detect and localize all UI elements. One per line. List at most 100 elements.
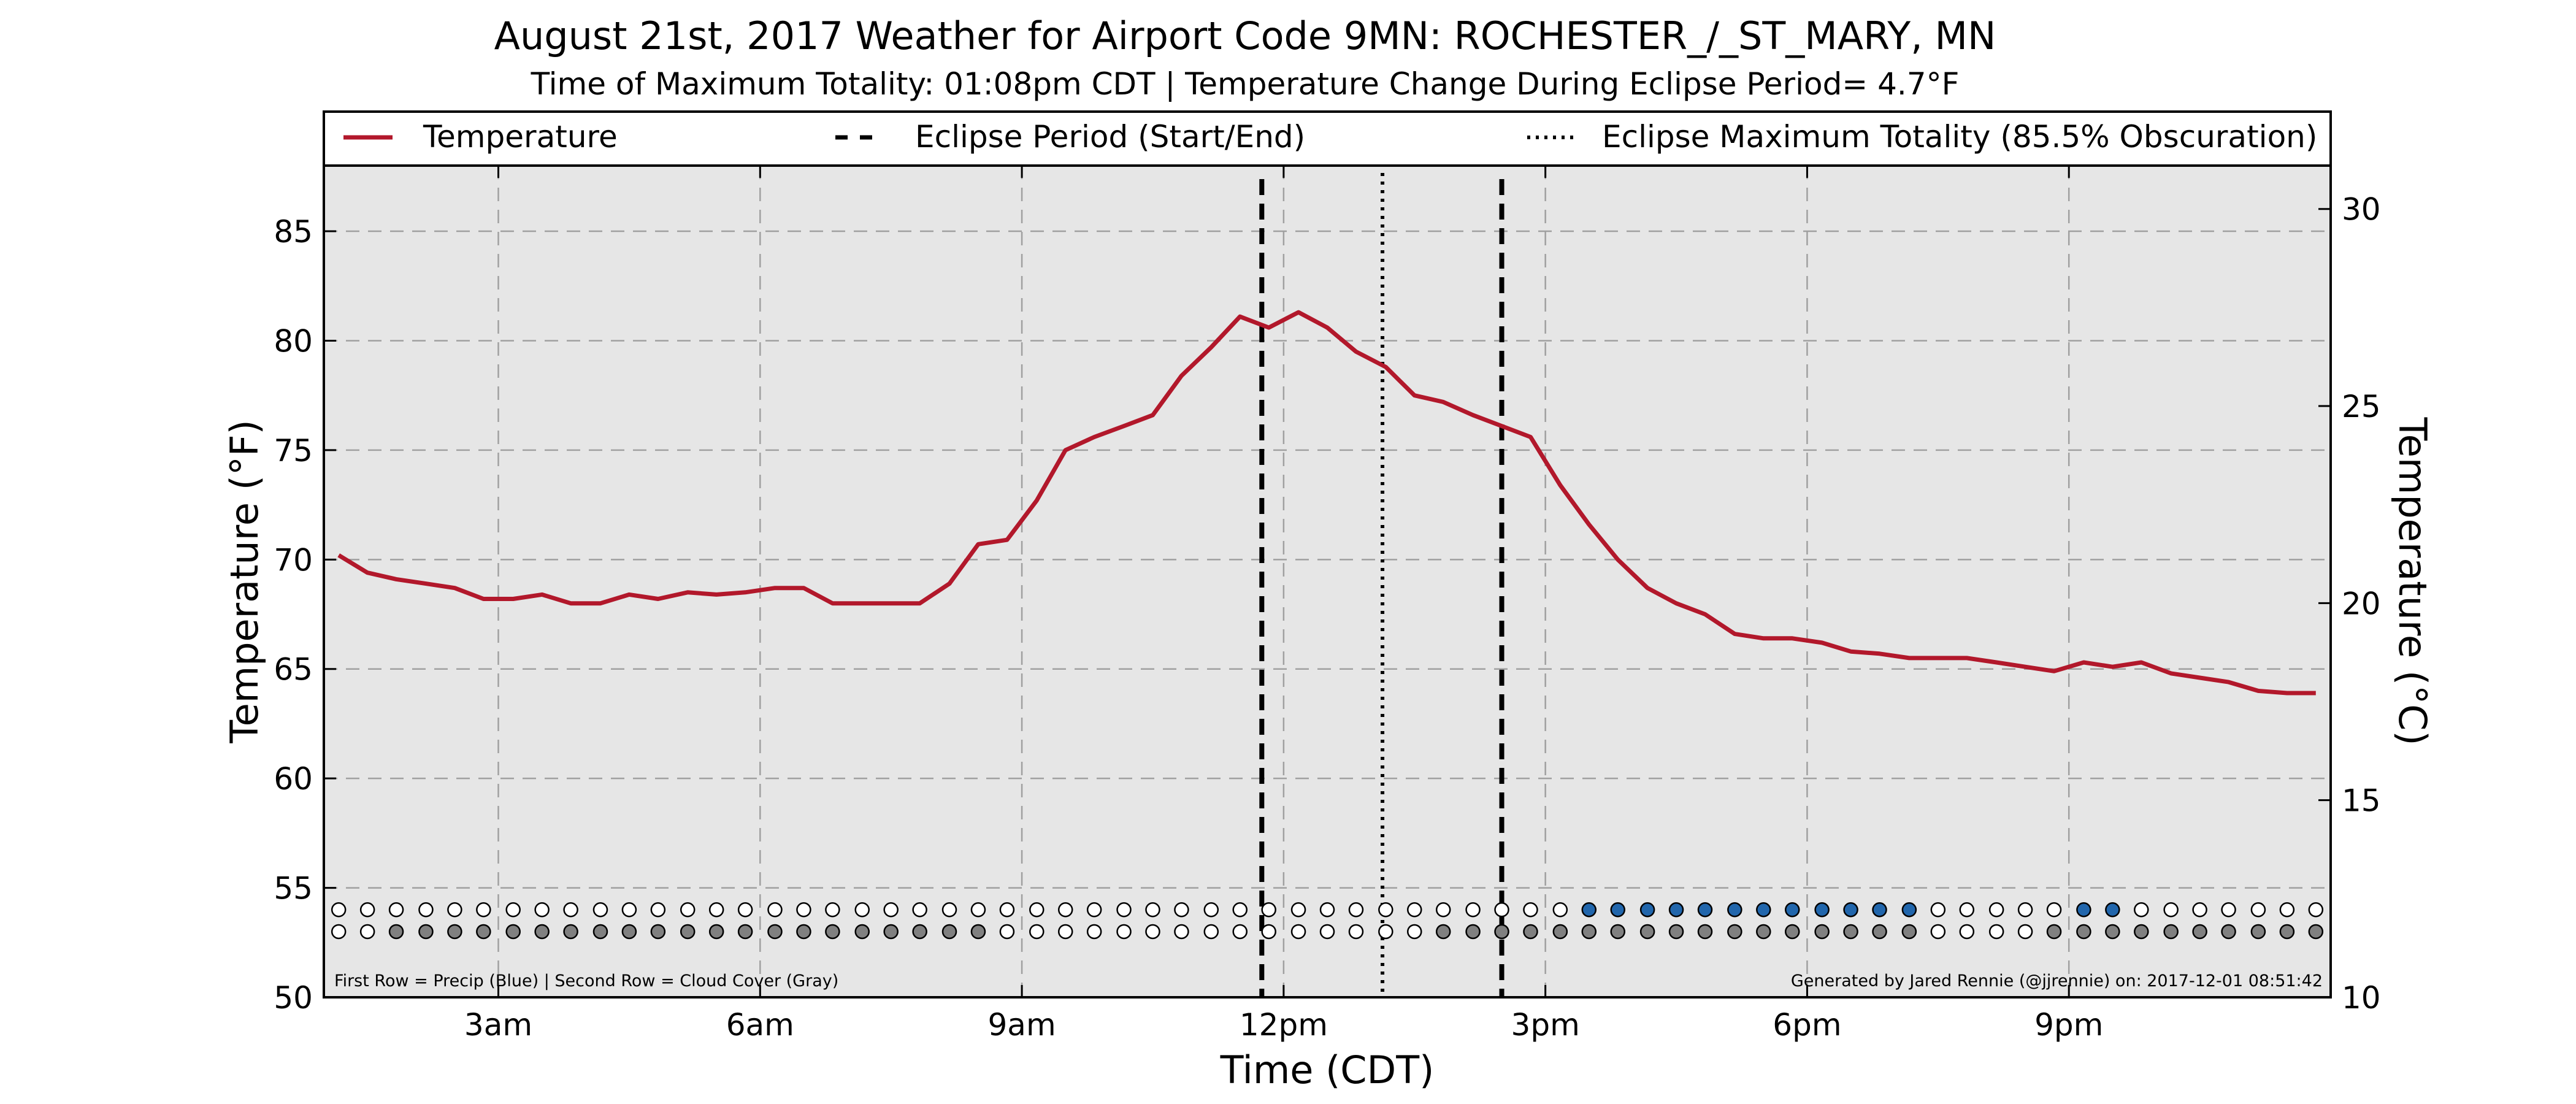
legend-temperature-label: Temperature [423, 119, 618, 155]
precip-marker [2163, 902, 2179, 918]
y-tick-label-right: 15 [2342, 783, 2381, 819]
cloud-marker [1319, 924, 1335, 940]
precip-marker [767, 902, 783, 918]
precip-marker [1959, 902, 1975, 918]
precip-marker [2279, 902, 2295, 918]
precip-marker [1435, 902, 1451, 918]
precip-marker [650, 902, 666, 918]
cloud-marker [534, 924, 550, 940]
cloud-marker [563, 924, 578, 940]
y-tick-label: 80 [274, 323, 313, 359]
cloud-marker [767, 924, 783, 940]
cloud-marker [1727, 924, 1742, 940]
precip-marker [621, 902, 637, 918]
cloud-marker [1261, 924, 1276, 940]
y-tick-label: 55 [274, 871, 313, 907]
cloud-marker [2046, 924, 2062, 940]
y-axis-label-right: Temperature (°C) [2390, 416, 2435, 745]
precip-marker [2046, 902, 2062, 918]
cloud-marker [1086, 924, 1102, 940]
precip-marker [854, 902, 870, 918]
precip-marker [737, 902, 753, 918]
plot-area [324, 166, 2331, 997]
cloud-marker [708, 924, 724, 940]
x-axis-label: Time (CDT) [1220, 1048, 1435, 1092]
cloud-marker [1174, 924, 1189, 940]
y-tick-label: 70 [274, 542, 313, 578]
cloud-marker [1872, 924, 1887, 940]
precip-marker [1057, 902, 1073, 918]
precip-marker [1610, 902, 1625, 918]
cloud-marker [1610, 924, 1625, 940]
cloud-marker [476, 924, 491, 940]
cloud-marker [2134, 924, 2149, 940]
eclipse-lines [1259, 173, 1505, 997]
cloud-marker [1407, 924, 1422, 940]
cloud-marker [1901, 924, 1917, 940]
precip-marker [1988, 902, 2004, 918]
cloud-marker [2279, 924, 2295, 940]
precip-marker [1552, 902, 1568, 918]
cloud-marker [1348, 924, 1364, 940]
cloud-marker [1930, 924, 1946, 940]
precip-marker [1174, 902, 1189, 918]
precip-marker [1756, 902, 1771, 918]
precip-marker [1232, 902, 1248, 918]
cloud-marker [1581, 924, 1597, 940]
cloud-marker [650, 924, 666, 940]
precip-marker [1348, 902, 1364, 918]
x-tick-label: 6am [726, 1007, 794, 1043]
cloud-marker [2105, 924, 2120, 940]
precip-marker [999, 902, 1015, 918]
cloud-marker [359, 924, 375, 940]
temperature-line [337, 310, 2316, 696]
cloud-marker [1756, 924, 1771, 940]
cloud-marker [1988, 924, 2004, 940]
precip-marker [1465, 902, 1481, 918]
precip-marker [388, 902, 404, 918]
cloud-marker [2250, 924, 2266, 940]
cloud-marker [1290, 924, 1306, 940]
precip-marker [1029, 902, 1045, 918]
cloud-marker [1494, 924, 1509, 940]
precip-marker [680, 902, 696, 918]
cloud-marker [1378, 924, 1393, 940]
precip-marker [2192, 902, 2207, 918]
cloud-marker [505, 924, 521, 940]
footnote-right: Generated by Jared Rennie (@jjrennie) on… [1791, 972, 2323, 991]
precip-marker [359, 902, 375, 918]
cloud-marker [1057, 924, 1073, 940]
y-tick-label: 85 [274, 214, 313, 250]
precip-marker [1523, 902, 1538, 918]
cloud-marker [999, 924, 1015, 940]
cloud-marker [2221, 924, 2236, 940]
cloud-marker [796, 924, 811, 940]
cloud-marker [1145, 924, 1160, 940]
y-tick-label-right: 30 [2342, 192, 2381, 228]
precip-marker [1407, 902, 1422, 918]
cloud-marker [883, 924, 899, 940]
cloud-marker [912, 924, 927, 940]
legend-eclipse-max-label: Eclipse Maximum Totality (85.5% Obscurat… [1602, 119, 2317, 155]
precip-marker [2076, 902, 2091, 918]
precip-marker [1785, 902, 1800, 918]
cloud-marker [1029, 924, 1045, 940]
cloud-marker [1203, 924, 1219, 940]
x-axis: 3am 6am 9am 12pm 3pm 6pm 9pm [464, 166, 2103, 1043]
precip-marker [825, 902, 840, 918]
cloud-marker [1697, 924, 1713, 940]
x-tick-label: 9pm [2034, 1007, 2103, 1043]
precip-marker [883, 902, 899, 918]
precip-marker [2221, 902, 2236, 918]
precip-marker [1668, 902, 1684, 918]
precip-marker [1494, 902, 1509, 918]
precip-marker [447, 902, 462, 918]
precip-marker [563, 902, 578, 918]
cloud-marker [2192, 924, 2207, 940]
cloud-marker [447, 924, 462, 940]
chart-title: August 21st, 2017 Weather for Airport Co… [494, 13, 1996, 58]
precip-marker [1901, 902, 1917, 918]
cloud-marker [1116, 924, 1132, 940]
x-tick-label: 9am [988, 1007, 1056, 1043]
